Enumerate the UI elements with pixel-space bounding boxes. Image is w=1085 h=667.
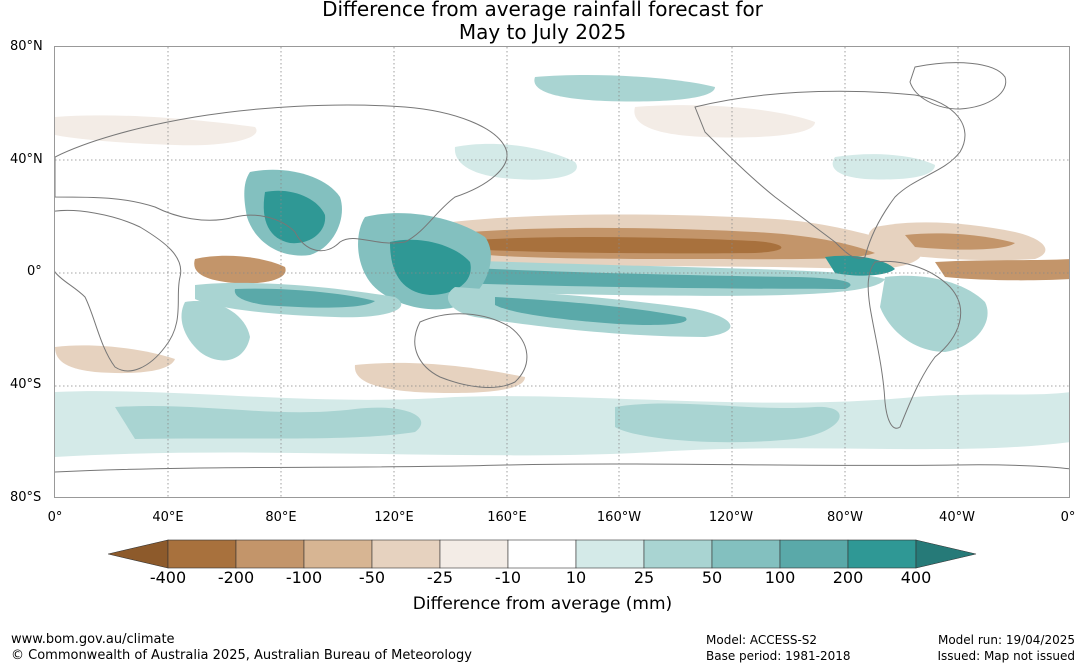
east-asia-wet [454,143,577,180]
lon-label-0-east: 0° [1060,510,1076,525]
colorbar-extend-low [108,539,169,569]
lon-label-80w: 80°W [827,510,863,525]
lon-label-0: 0° [47,510,63,525]
colorbar-tick-label: -10 [494,568,522,587]
north-america-outline [694,90,966,259]
footer-model: Model: ACCESS-S2 [706,633,818,647]
colorbar-tick-label: -200 [217,568,255,587]
north-pacific-dry-core [475,237,782,254]
footer-url: www.bom.gov.au/climate [11,632,175,647]
footer-base-period: Base period: 1981-2018 [706,649,851,663]
lat-label-40s: 40°S [10,377,42,392]
lon-label-40w: 40°W [939,510,975,525]
lat-label-80n: 80°N [10,39,43,54]
lon-label-160w: 160°W [596,510,642,525]
lon-label-160e: 160°E [487,510,527,525]
colorbar-cell [643,539,713,569]
eurasia-north-dry [55,115,257,146]
greenland-outline [909,62,1007,110]
south-america-wet [880,275,988,352]
colorbar-tick-label: 400 [900,568,932,587]
colorbar-label: Difference from average (mm) [412,594,673,614]
coastlines [55,62,1069,473]
colorbar-cell [507,539,577,569]
footer-issued: Issued: Map not issued [937,649,1075,663]
southern-ocean-wet-2 [115,406,422,439]
footer-model-run: Model run: 19/04/2025 [937,633,1075,647]
rainfall-map [54,46,1070,498]
lon-label-120w: 120°W [708,510,754,525]
colorbar-tick-label: 200 [832,568,864,587]
colorbar-tick-label: 50 [701,568,723,587]
rainfall-anomaly-fields [55,75,1069,457]
colorbar-cell [779,539,849,569]
colorbar-tick-label: 25 [633,568,655,587]
bay-of-bengal-wet-core [263,190,326,244]
spcz-wet-core [495,297,687,325]
north-america-wet [832,154,935,180]
south-america-outline [867,260,962,429]
colorbar-tick-label: 100 [764,568,796,587]
map-title-line1: Difference from average rainfall forecas… [322,0,763,21]
colorbar-cell [371,539,441,569]
lon-label-80e: 80°E [265,510,297,525]
colorbar-tick-label: -50 [358,568,386,587]
lat-label-40n: 40°N [10,152,43,167]
caribbean-dry-core [905,233,1015,250]
colorbar-tick-label: -400 [149,568,187,587]
colorbar-extend-high [915,539,977,569]
atlantic-dry [935,259,1069,281]
colorbar-cell [575,539,645,569]
colorbar-tick-label: -25 [426,568,454,587]
south-africa-dry [55,345,175,374]
lon-label-40e: 40°E [152,510,184,525]
africa-south-wet [181,301,250,361]
colorbar-tick-label: 10 [565,568,587,587]
colorbar-cell [303,539,373,569]
eurasia-outline [55,104,508,252]
equatorial-pacific-wet-core [414,265,851,289]
southern-indian-ocean-wet-core [234,288,375,308]
maritime-continent-wet-core [390,239,471,295]
footer-copyright: © Commonwealth of Australia 2025, Austra… [11,648,472,663]
australia-south-dry [354,362,525,394]
rainfall-map-svg [55,47,1069,497]
colorbar-cell [711,539,781,569]
colorbar-cell [847,539,917,569]
map-title-line2: May to July 2025 [458,20,627,44]
lon-label-120e: 120°E [374,510,414,525]
indian-ocean-dry [194,255,286,284]
colorbar [108,539,977,569]
antarctica-outline [55,463,1069,473]
lat-label-equator: 0° [27,264,42,279]
colorbar-cell [439,539,509,569]
south-america-wet-core [825,255,895,276]
australia-outline [414,313,528,388]
southern-pacific-wet [615,403,840,443]
colorbar-cell [235,539,305,569]
africa-outline [55,209,182,372]
colorbar-cell [167,539,237,569]
arctic-wet [534,75,715,102]
graticule [55,47,1069,497]
lat-label-80s: 80°S [10,490,42,505]
north-pacific-mid-dry [634,105,815,138]
colorbar-tick-label: -100 [285,568,323,587]
